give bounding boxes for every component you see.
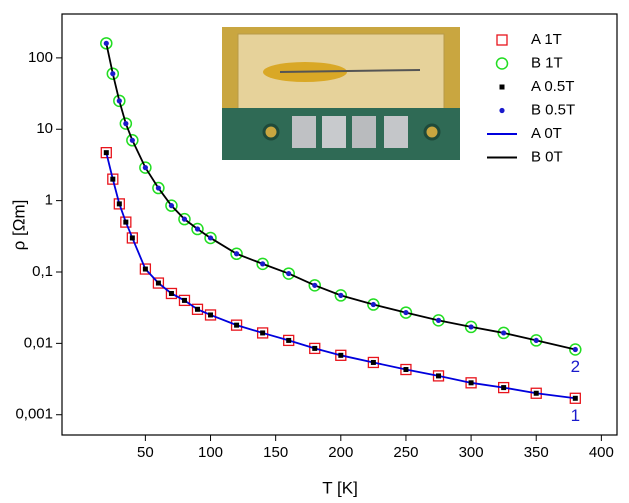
photo-pad bbox=[292, 116, 316, 148]
data-point bbox=[117, 201, 122, 206]
y-tick-label: 0,01 bbox=[24, 334, 53, 351]
legend-label: B 0T bbox=[531, 148, 563, 165]
x-tick-label: 50 bbox=[137, 444, 154, 461]
chart: T [K] ρ [Ωm] 50 100 150 200 250 300 350 400 0,00… bbox=[0, 0, 629, 503]
data-point bbox=[468, 324, 473, 329]
data-point bbox=[338, 293, 343, 298]
legend-label: A 0.5T bbox=[531, 78, 574, 95]
x-tick-label: 250 bbox=[393, 444, 418, 461]
data-point bbox=[573, 347, 578, 352]
data-point bbox=[573, 396, 578, 401]
x-tick-label: 350 bbox=[524, 444, 549, 461]
data-point bbox=[169, 203, 174, 208]
data-point bbox=[104, 150, 109, 155]
data-point bbox=[371, 360, 376, 365]
data-point bbox=[208, 235, 213, 240]
curve-annotation: 2 bbox=[571, 357, 580, 376]
photo-hole bbox=[425, 125, 439, 139]
legend-marker bbox=[497, 35, 507, 45]
data-point bbox=[286, 338, 291, 343]
y-tick-label: 1 bbox=[45, 192, 53, 209]
data-point bbox=[143, 267, 148, 272]
data-point bbox=[534, 391, 539, 396]
series-line bbox=[106, 153, 575, 399]
data-point bbox=[501, 330, 506, 335]
photo-hole bbox=[264, 125, 278, 139]
data-point bbox=[156, 281, 161, 286]
data-point bbox=[182, 217, 187, 222]
data-point bbox=[501, 385, 506, 390]
x-tick-label: 400 bbox=[589, 444, 614, 461]
data-point bbox=[110, 177, 115, 182]
data-point bbox=[130, 235, 135, 240]
page: T [K] ρ [Ωm] 50 100 150 200 250 300 350 400 0,00… bbox=[0, 0, 629, 503]
data-point bbox=[208, 312, 213, 317]
y-tick-label: 10 bbox=[36, 120, 53, 137]
data-point bbox=[260, 261, 265, 266]
data-point bbox=[260, 330, 265, 335]
data-point bbox=[403, 310, 408, 315]
data-point bbox=[338, 353, 343, 358]
data-point bbox=[436, 318, 441, 323]
data-point bbox=[286, 271, 291, 276]
legend-marker bbox=[497, 58, 508, 69]
legend: A 1T B 1T A 0.5T B 0.5T A 0T B 0T bbox=[487, 31, 575, 166]
data-point bbox=[130, 138, 135, 143]
legend-label: B 0.5T bbox=[531, 101, 575, 118]
x-axis-label: T [K] bbox=[322, 478, 358, 497]
curve-annotation: 1 bbox=[571, 406, 580, 425]
data-point bbox=[169, 291, 174, 296]
x-tick-label: 100 bbox=[198, 444, 223, 461]
data-point bbox=[123, 121, 128, 126]
data-point bbox=[110, 71, 115, 76]
y-tick-label: 0,001 bbox=[15, 406, 53, 423]
legend-marker bbox=[500, 85, 505, 90]
legend-marker bbox=[499, 108, 504, 113]
data-point bbox=[195, 226, 200, 231]
data-point bbox=[469, 380, 474, 385]
data-point bbox=[104, 41, 109, 46]
data-point bbox=[436, 373, 441, 378]
x-tick-label: 150 bbox=[263, 444, 288, 461]
data-point bbox=[234, 323, 239, 328]
data-point bbox=[182, 298, 187, 303]
data-point bbox=[123, 220, 128, 225]
data-point bbox=[534, 338, 539, 343]
legend-label: A 1T bbox=[531, 31, 562, 48]
data-point bbox=[312, 283, 317, 288]
photo-pad bbox=[384, 116, 408, 148]
legend-label: A 0T bbox=[531, 125, 562, 142]
data-point bbox=[403, 367, 408, 372]
x-tick-label: 300 bbox=[459, 444, 484, 461]
data-point bbox=[195, 307, 200, 312]
data-point bbox=[156, 185, 161, 190]
photo-pad bbox=[352, 116, 376, 148]
x-tick-label: 200 bbox=[328, 444, 353, 461]
y-axis-label: ρ [Ωm] bbox=[9, 200, 28, 251]
data-point bbox=[234, 251, 239, 256]
legend-label: B 1T bbox=[531, 54, 563, 71]
data-point bbox=[371, 302, 376, 307]
data-point bbox=[143, 165, 148, 170]
inset-photo bbox=[222, 27, 460, 160]
y-tick-label: 0,1 bbox=[32, 263, 53, 280]
y-tick-label: 100 bbox=[28, 49, 53, 66]
data-point bbox=[117, 98, 122, 103]
data-point bbox=[312, 346, 317, 351]
photo-pad bbox=[322, 116, 346, 148]
